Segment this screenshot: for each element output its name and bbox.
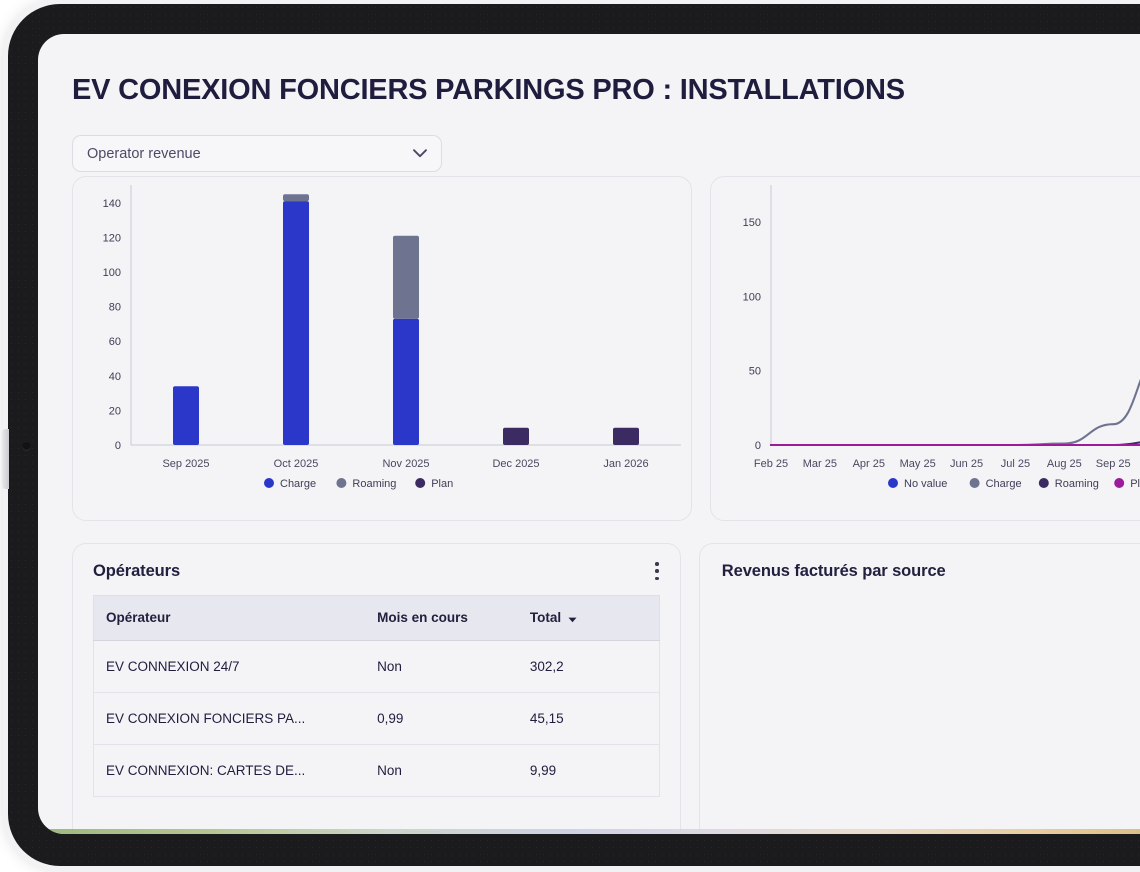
tablet-device-frame: EV CONEXION FONCIERS PARKINGS PRO : INST… (2, 4, 1140, 866)
bar-segment (613, 427, 639, 445)
cumulative-revenue-line-chart[interactable]: 0 50 100 150 Feb 25 Mar 25 Apr 25 May 25 Jun 25 J… (711, 177, 1140, 520)
svg-text:Jan 2026: Jan 2026 (603, 458, 648, 470)
svg-text:Aug 25: Aug 25 (1047, 458, 1082, 470)
charts-row: 0 20 40 60 80 100 120 140 Sep 2025 Oct 2025 Nov 20… (72, 176, 1140, 521)
svg-text:Apr 25: Apr 25 (853, 458, 885, 470)
bar-segment (503, 427, 529, 445)
svg-text:Oct 2025: Oct 2025 (274, 458, 319, 470)
lower-row: Opérateurs Opérateur Mois en cours Total (72, 521, 1140, 834)
svg-text:50: 50 (749, 366, 761, 378)
cell-total: 45,15 (517, 692, 660, 745)
donut-chart-wrapper (948, 596, 1140, 834)
svg-text:Jul 25: Jul 25 (1001, 458, 1030, 470)
operateurs-table: Opérateur Mois en cours Total EV CONNEXI… (93, 595, 660, 797)
bar-segment (173, 386, 199, 445)
svg-text:Nov 2025: Nov 2025 (382, 458, 429, 470)
cell-total: 9,99 (517, 744, 660, 797)
svg-text:Charge: Charge (986, 478, 1022, 490)
cumulative-revenue-line-chart-panel: 0 50 100 150 Feb 25 Mar 25 Apr 25 May 25 Jun 25 J… (710, 176, 1140, 521)
operator-revenue-bar-chart[interactable]: 0 20 40 60 80 100 120 140 Sep 2025 Oct 2025 Nov 20… (73, 177, 691, 520)
tablet-screen: EV CONEXION FONCIERS PARKINGS PRO : INST… (38, 34, 1140, 834)
svg-text:40: 40 (109, 371, 121, 383)
svg-text:100: 100 (103, 267, 121, 279)
svg-text:Feb 25: Feb 25 (754, 458, 788, 470)
revenus-par-source-donut-chart[interactable] (948, 596, 1140, 834)
svg-text:120: 120 (103, 232, 121, 244)
bar-segment (393, 235, 419, 319)
svg-text:Mar 25: Mar 25 (803, 458, 837, 470)
svg-text:20: 20 (109, 405, 121, 417)
column-header-total-label: Total (529, 610, 562, 625)
column-header-total[interactable]: Total (517, 595, 660, 641)
volume-button[interactable] (2, 429, 9, 489)
page-title: EV CONEXION FONCIERS PARKINGS PRO : INST… (72, 74, 905, 106)
cell-mois-en-cours: 0,99 (365, 692, 518, 745)
cell-mois-en-cours: Non (365, 640, 518, 693)
caret-down-icon (568, 611, 577, 626)
svg-text:Sep 2025: Sep 2025 (162, 458, 209, 470)
svg-text:Jun 25: Jun 25 (950, 458, 983, 470)
table-row[interactable]: EV CONNEXION 24/7 Non 302,2 (93, 640, 660, 693)
cell-operateur: EV CONEXION FONCIERS PA... (93, 692, 366, 745)
operateurs-table-panel: Opérateurs Opérateur Mois en cours Total (72, 543, 681, 834)
more-vertical-icon[interactable] (648, 560, 666, 582)
revenus-par-source-panel: Revenus facturés par source (698, 543, 1140, 834)
table-header-row: Opérateur Mois en cours Total (93, 595, 660, 641)
svg-text:150: 150 (743, 217, 761, 229)
svg-text:No value: No value (904, 478, 947, 490)
bar-segment (283, 201, 309, 445)
pagination-next-button[interactable] (398, 831, 445, 834)
operateurs-panel-title: Opérateurs (93, 562, 181, 580)
bar-segment (393, 318, 419, 445)
cell-operateur: EV CONNEXION: CARTES DE... (93, 744, 366, 797)
svg-text:Sep 25: Sep 25 (1096, 458, 1131, 470)
bar-segment (283, 194, 309, 202)
operateurs-table-body: EV CONNEXION 24/7 Non 302,2 EV CONEXION FON… (93, 640, 660, 797)
svg-text:Plan: Plan (1130, 478, 1140, 490)
dashboard-page: EV CONEXION FONCIERS PARKINGS PRO : INST… (38, 34, 1140, 834)
svg-text:80: 80 (109, 302, 121, 314)
svg-text:May 25: May 25 (900, 458, 936, 470)
revenus-par-source-title: Revenus facturés par source (721, 562, 946, 580)
line-series (769, 378, 1140, 447)
cell-operateur: EV CONNEXION 24/7 (93, 640, 366, 693)
svg-text:Roaming: Roaming (1055, 478, 1099, 490)
svg-text:Roaming: Roaming (352, 478, 396, 490)
svg-text:Dec 2025: Dec 2025 (492, 458, 539, 470)
table-row[interactable]: EV CONEXION FONCIERS PA... 0,99 45,15 (93, 692, 660, 745)
pagination-prev-button[interactable] (308, 831, 355, 834)
column-header-operateur[interactable]: Opérateur (93, 595, 366, 641)
operator-revenue-bar-chart-panel: 0 20 40 60 80 100 120 140 Sep 2025 Oct 2025 Nov 20… (72, 176, 692, 521)
line-series (769, 441, 1140, 447)
cell-mois-en-cours: Non (365, 744, 518, 797)
svg-text:Plan: Plan (431, 478, 453, 490)
chevron-down-icon (413, 149, 427, 158)
svg-text:0: 0 (755, 440, 761, 452)
svg-text:0: 0 (115, 440, 121, 452)
svg-text:Charge: Charge (280, 478, 316, 490)
operator-revenue-select-value: Operator revenue (87, 145, 201, 162)
svg-text:140: 140 (103, 198, 121, 210)
cell-total: 302,2 (517, 640, 660, 693)
operator-revenue-select[interactable]: Operator revenue (72, 135, 442, 172)
front-camera-icon (22, 442, 31, 451)
svg-text:60: 60 (109, 336, 121, 348)
column-header-mois-en-cours[interactable]: Mois en cours (365, 595, 518, 641)
table-pagination (73, 831, 680, 834)
table-row[interactable]: EV CONNEXION: CARTES DE... Non 9,99 (93, 744, 660, 797)
svg-text:100: 100 (743, 291, 761, 303)
